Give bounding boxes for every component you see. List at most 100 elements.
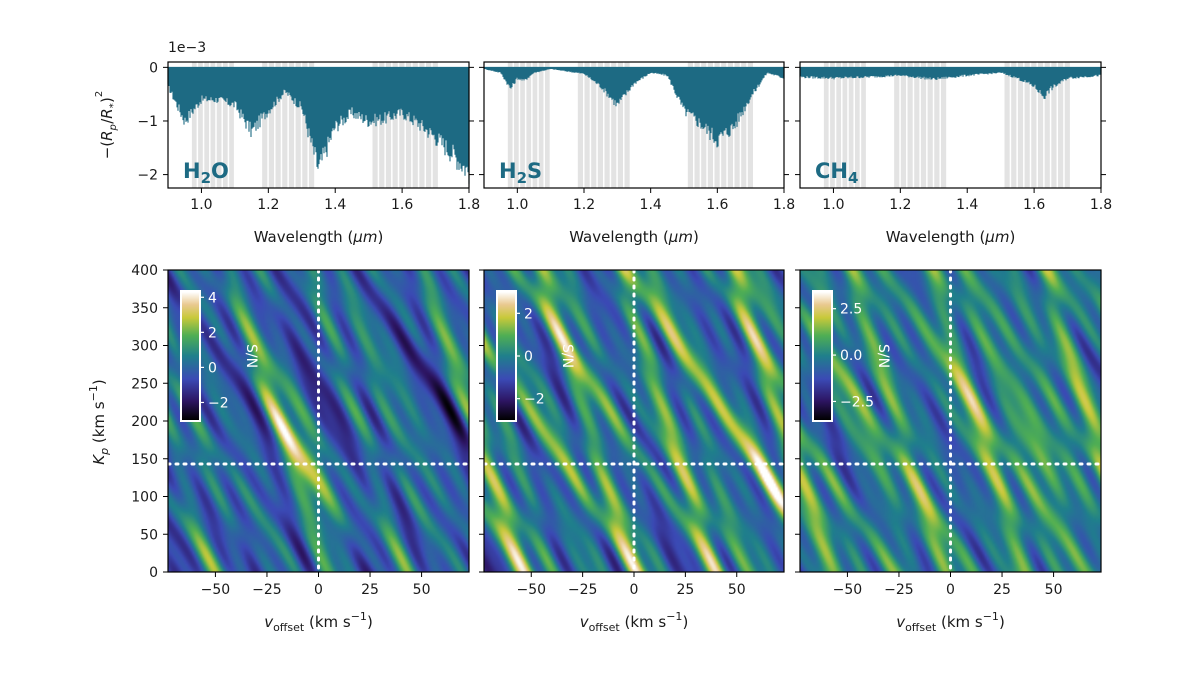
observed-band-stripe (830, 62, 835, 188)
observed-band-stripe (584, 62, 590, 188)
x-axis-label: Wavelength (μm) (886, 228, 1016, 246)
observed-band-stripe (538, 62, 544, 188)
y-label-subscript: p (98, 448, 111, 456)
x-tick-label: −25 (884, 582, 914, 598)
x-tick-label: 1.4 (324, 197, 346, 213)
molecule-label: CH4 (815, 159, 858, 187)
y-label-part: / (98, 118, 116, 124)
spectrum-panel: 1.0 1.2 1.4 1.6 1.8 CH4 Wavelength (μm) (795, 61, 1112, 246)
x-label-close: ) (682, 613, 688, 631)
x-label-exponent: −1 (351, 610, 367, 623)
y-label-close: ) (90, 379, 108, 385)
observed-band-stripe (894, 62, 900, 188)
observed-band-stripe (1051, 62, 1057, 188)
x-tick-label: 1.2 (573, 197, 595, 213)
observed-band-stripe (288, 62, 295, 188)
y-tick-label: 0 (149, 60, 158, 76)
observed-band-stripe (604, 62, 610, 188)
observed-band-stripe (204, 62, 210, 188)
colorbar-tick-label: 0 (208, 360, 217, 376)
observed-band-stripe (927, 62, 933, 188)
x-label-close: ) (1009, 228, 1015, 246)
colorbar (814, 292, 831, 420)
observed-band-stripe (275, 62, 281, 188)
observed-band-stripe (940, 62, 947, 188)
y-tick-label: 350 (131, 301, 158, 317)
y-label-part: p (108, 124, 119, 131)
x-tick-label: 1.0 (190, 197, 212, 213)
observed-band-stripe (372, 62, 378, 188)
x-label-symbol: v (896, 613, 906, 631)
x-axis-label: Wavelength (μm) (254, 228, 384, 246)
observed-band-stripe (617, 62, 623, 188)
observed-band-stripe (222, 62, 228, 188)
sn-map-panel: −50 −25 0 25 50 0 50 100 150 200 250 300 350 400 4 2 0 −2… (131, 263, 471, 634)
observed-band-stripe (229, 62, 234, 188)
x-tick-label: 1.6 (391, 197, 413, 213)
molecule-text: CH (815, 159, 848, 183)
observed-band-stripe (1064, 62, 1070, 188)
observed-band-stripe (597, 62, 603, 188)
observed-band-stripe (268, 62, 275, 188)
observed-band-stripe (741, 62, 747, 188)
x-label-symbol: v (580, 613, 590, 631)
y-label-symbol: K (90, 454, 108, 465)
molecule-subscript: 4 (848, 169, 858, 187)
y-tick-label: 300 (131, 339, 158, 355)
observed-band-stripe (262, 62, 268, 188)
colorbar-tick-label: −2.5 (840, 394, 874, 410)
molecule-subscript: 2 (517, 169, 527, 187)
y-tick-label: 200 (131, 414, 158, 430)
x-label-close: ) (999, 613, 1005, 631)
y-tick-label: 100 (131, 490, 158, 506)
observed-band-stripe (1044, 62, 1050, 188)
observed-band-stripe (1011, 62, 1017, 188)
x-tick-label: 1.2 (889, 197, 911, 213)
observed-band-stripe (914, 62, 920, 188)
x-axis-label: voffset (km s−1) (264, 610, 373, 634)
sn-map-panel: −50 −25 0 25 50 2 0 −2 S/N voffset (km s−1) (479, 268, 786, 634)
observed-band-stripe (591, 62, 597, 188)
observed-band-stripe (191, 62, 197, 188)
molecule-label: H2O (183, 159, 229, 187)
axis-labels: 1e−3−(Rp /R* )2Kp (km s−1) (87, 40, 206, 465)
x-label-unit: μm (668, 228, 693, 246)
y-label-part: −( (98, 141, 116, 159)
observed-band-stripe (861, 62, 866, 188)
x-label-unit: μm (984, 228, 1009, 246)
observed-band-stripe (379, 62, 385, 188)
observed-band-stripe (419, 62, 425, 188)
x-tick-label: 1.0 (822, 197, 844, 213)
x-tick-label: 0 (630, 582, 639, 598)
spectrum-panel: 1.0 1.2 1.4 1.6 1.8 0 −1 −2 H2O Wavelength (μm) (137, 60, 480, 246)
y-label-exponent: −1 (87, 385, 100, 401)
x-label-unit: (km s (936, 613, 983, 631)
colorbar-tick-label: −2 (208, 395, 229, 411)
observed-band-stripe (920, 62, 927, 188)
x-tick-label: −50 (833, 582, 863, 598)
x-label-exponent: −1 (983, 610, 999, 623)
y-tick-label: −1 (137, 114, 158, 130)
observed-band-stripe (216, 62, 222, 188)
observed-band-stripe (624, 62, 630, 188)
bottom-y-axis-label: Kp (km s−1) (87, 379, 111, 464)
spectrum-panel: 1.0 1.2 1.4 1.6 1.8 H2S Wavelength (μm) (479, 61, 795, 246)
observed-band-stripe (854, 62, 860, 188)
x-tick-label: 1.8 (1090, 197, 1112, 213)
x-label-symbol: v (264, 613, 274, 631)
y-tick-label: 0 (149, 565, 158, 581)
observed-band-stripe (747, 62, 753, 188)
colorbar-frame (180, 290, 201, 422)
x-tick-label: 50 (728, 582, 746, 598)
y-label-part: * (108, 103, 119, 108)
x-tick-label: 1.2 (257, 197, 279, 213)
observed-band-stripe (210, 62, 216, 188)
molecule-tail: O (211, 159, 229, 183)
colorbar-label: S/N (875, 344, 891, 368)
x-tick-label: 1.6 (1023, 197, 1045, 213)
observed-band-stripe (520, 62, 525, 188)
x-tick-label: −25 (568, 582, 598, 598)
observed-band-stripe (302, 62, 308, 188)
